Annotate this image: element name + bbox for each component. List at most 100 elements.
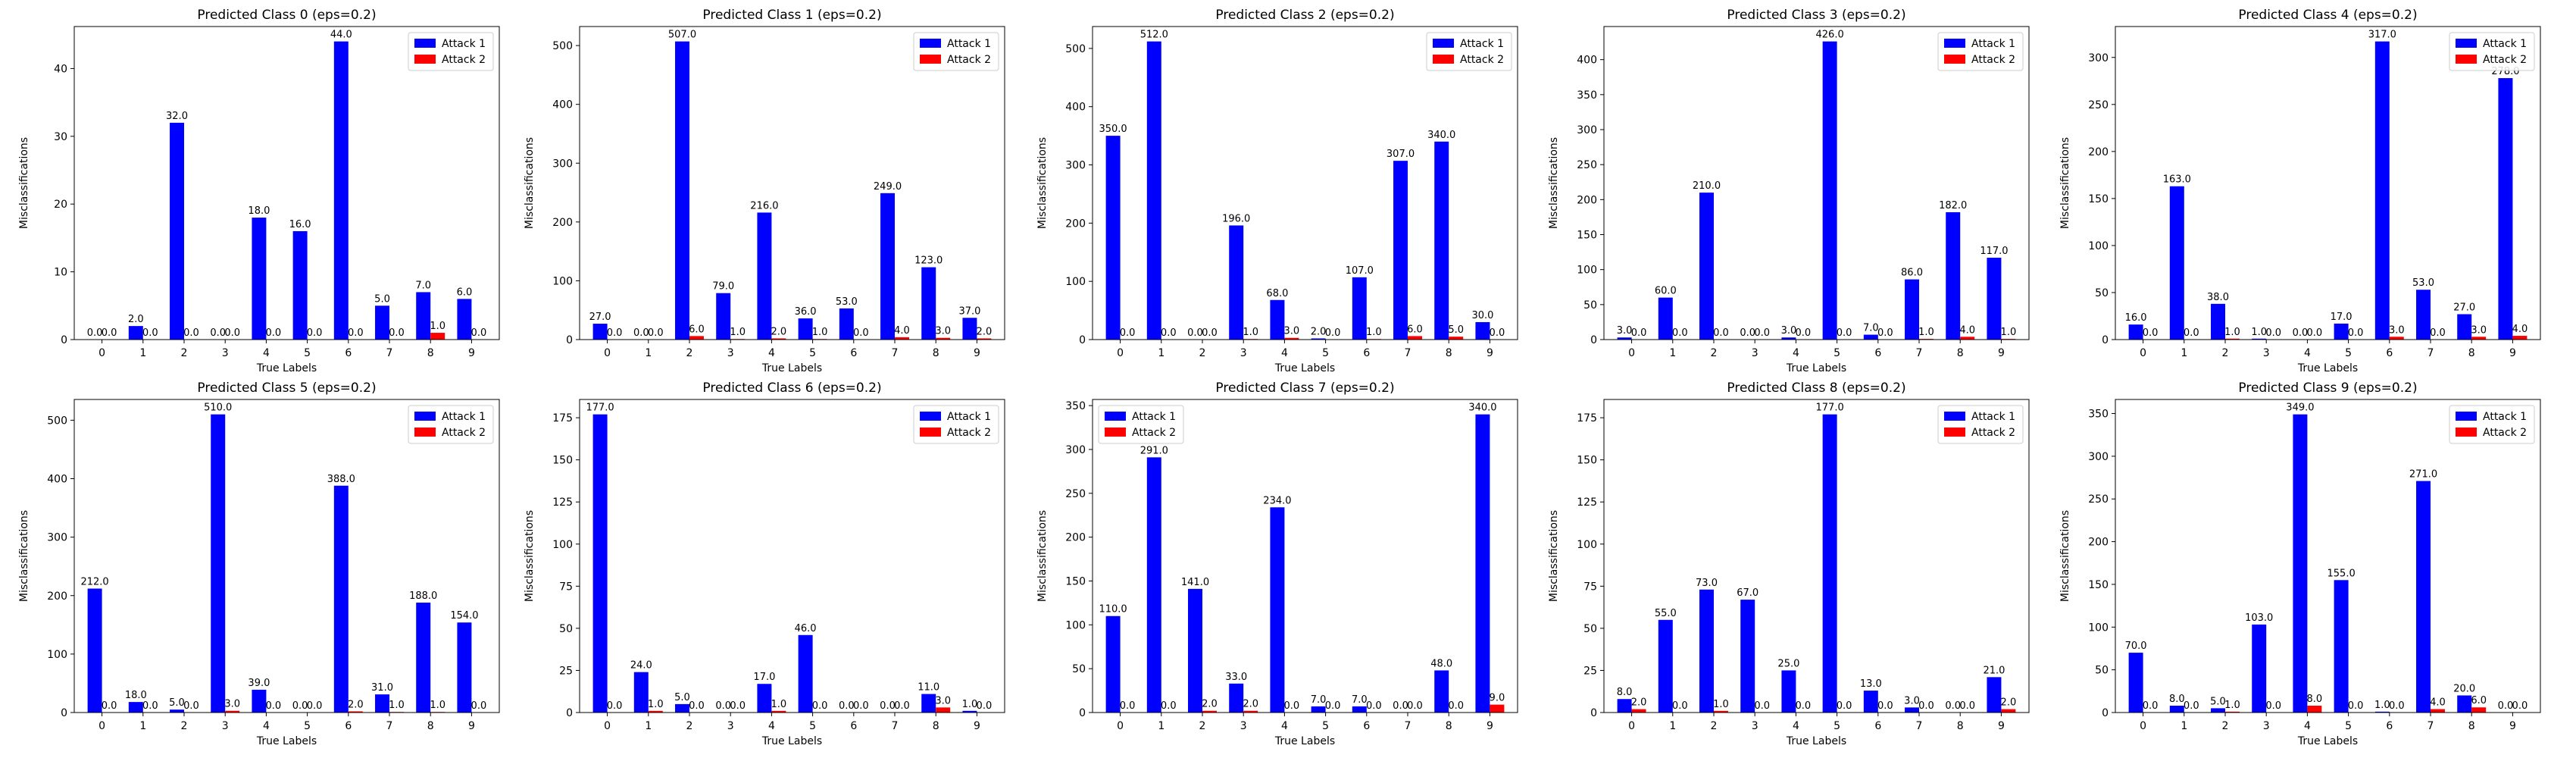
bar-2-s0-8 [1434,141,1449,340]
x-tick-label: 5 [2345,347,2352,359]
bar-5-s0-2 [170,709,184,713]
bar-value-label: 30.0 [1471,310,1493,321]
y-tick-label: 175 [552,412,573,424]
legend: Attack 1 Attack 2 [408,405,494,444]
y-tick-label: 200 [47,590,67,603]
bar-5-s0-0 [87,588,102,713]
bar-1-s1-4 [771,338,786,340]
legend: Attack 1 Attack 2 [408,32,494,71]
bar-8-s0-0 [1617,699,1632,713]
x-tick-label: 0 [1117,720,1124,732]
x-tick-label: 5 [1834,720,1840,732]
bar-4-s1-2 [2224,338,2240,340]
bar-value-label: 8.0 [2307,694,2323,705]
bar-3-s0-2 [1699,193,1714,340]
bar-value-label: 510.0 [204,402,232,414]
x-tick-label: 0 [2140,347,2146,359]
bar-7-s0-9 [1475,414,1490,713]
bar-value-label: 1.0 [1713,699,1729,710]
legend-swatch [1105,428,1126,437]
bar-value-label: 55.0 [1655,608,1677,619]
y-tick-label: 25 [1583,665,1597,677]
x-tick-label: 3 [2263,720,2270,732]
bar-value-label: 0.0 [1407,700,1423,712]
bar-2-s1-8 [1449,337,1464,340]
bar-7-s1-3 [1243,710,1258,713]
x-tick-label: 4 [1793,347,1799,359]
bar-value-label: 20.0 [2453,683,2475,694]
y-tick-label: 10 [54,267,67,279]
bar-value-label: 13.0 [1860,678,1882,690]
bar-value-label: 0.0 [2184,327,2199,339]
bar-value-label: 2.0 [1202,699,1218,710]
bar-value-label: 1.0 [962,699,978,710]
bar-7-s1-9 [1490,704,1505,713]
bar-value-label: 0.0 [2307,327,2323,339]
bar-1-s0-0 [592,324,608,340]
bar-value-label: 0.0 [1161,700,1177,712]
bar-7-s0-8 [1434,670,1449,713]
bar-9-s1-2 [2224,711,2240,713]
bar-9-s1-8 [2471,707,2487,713]
y-tick-label: 100 [2088,240,2109,252]
legend-swatch [1944,412,1965,421]
bar-4-s0-7 [2416,290,2431,340]
bar-value-label: 2.0 [771,326,787,337]
bar-6-s0-5 [798,634,813,713]
y-axis-label: Misclassifications [2059,137,2071,229]
x-tick-label: 4 [263,347,270,359]
bar-value-label: 6.0 [457,287,473,298]
legend-swatch [1944,39,1965,48]
bar-value-label: 0.0 [1837,700,1852,712]
bar-3-s0-4 [1781,337,1796,340]
bar-value-label: 27.0 [2453,302,2475,313]
x-tick-label: 1 [1158,720,1165,732]
axes-frame [73,399,500,713]
y-tick-label: 150 [2088,193,2109,205]
bar-value-label: 0.0 [266,327,282,339]
bar-3-s0-0 [1617,337,1632,340]
bar-0-s0-1 [128,326,143,340]
bar-6-s1-1 [648,710,663,713]
y-tick-label: 50 [1583,623,1597,635]
bar-value-label: 2.0 [1631,697,1647,709]
y-tick-label: 100 [1065,619,1086,631]
x-tick-label: 9 [1487,720,1493,732]
bar-value-label: 103.0 [2245,612,2273,624]
bar-value-label: 0.0 [1918,700,1934,712]
x-tick-label: 7 [892,347,899,359]
bar-value-label: 0.0 [2389,700,2405,712]
x-tick-label: 1 [139,347,146,359]
y-tick-label: 0 [61,707,67,719]
y-tick-label: 250 [2088,493,2109,506]
y-tick-label: 0 [2102,707,2109,719]
y-tick-label: 100 [1065,276,1086,288]
bar-value-label: 5.0 [1448,324,1464,336]
bar-4-s0-6 [2374,41,2390,340]
bar-value-label: 0.0 [812,700,828,712]
x-tick-label: 7 [2428,347,2434,359]
bar-value-label: 0.0 [1672,700,1688,712]
bar-value-label: 349.0 [2286,402,2314,414]
bar-value-label: 32.0 [166,111,188,122]
bar-value-label: 1.0 [812,327,828,338]
bar-4-s0-2 [2211,303,2225,340]
bar-1-s0-9 [962,318,977,340]
y-tick-label: 350 [1065,400,1086,412]
x-tick-label: 9 [2509,347,2516,359]
bar-value-label: 0.0 [2348,700,2364,712]
x-tick-label: 4 [263,720,270,732]
bar-value-label: 1.0 [430,700,445,711]
bar-value-label: 0.0 [471,700,487,712]
legend-label: Attack 1 [442,411,486,423]
y-tick-label: 400 [47,474,67,486]
y-tick-label: 150 [1065,575,1086,587]
x-axis-label: True Labels [2297,735,2358,747]
bar-5-s1-3 [225,710,240,713]
axes-frame [73,26,500,340]
y-tick-label: 150 [1577,230,1597,242]
x-tick-label: 7 [1916,347,1923,359]
